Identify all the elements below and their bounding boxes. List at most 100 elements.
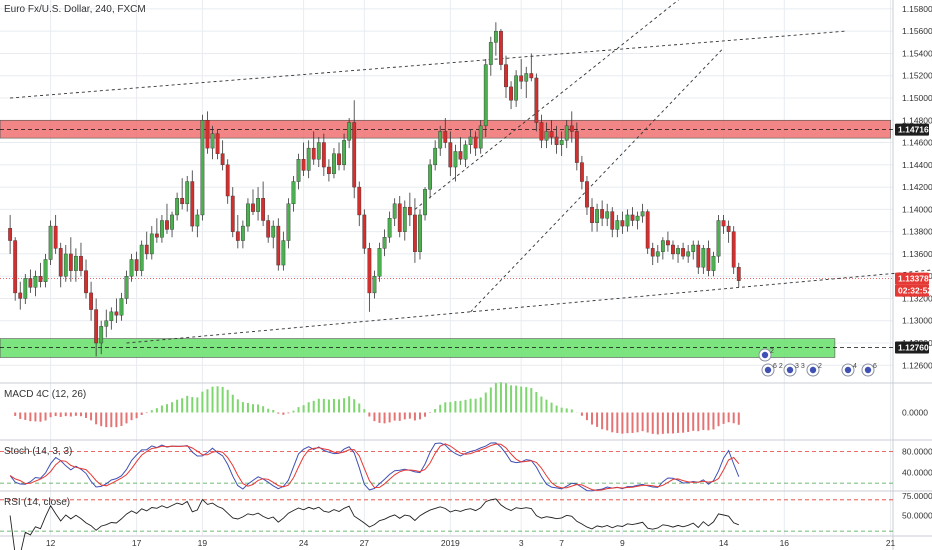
candle-body [316, 142, 321, 160]
candle-body [84, 270, 88, 294]
event-badge-count: 4 [853, 363, 857, 370]
candle-body [301, 159, 306, 171]
candle-body [716, 220, 721, 257]
price-tick-label: 1.14800 [902, 115, 932, 125]
candle-body [650, 248, 655, 257]
candle-body [362, 214, 367, 249]
candle-body [413, 214, 417, 252]
candle-body [524, 73, 529, 82]
candle-body [463, 144, 468, 160]
candle-body [711, 255, 716, 271]
candle-body [701, 248, 706, 268]
candle-body [387, 218, 392, 238]
candle-body [671, 244, 675, 255]
candle-body [483, 64, 488, 127]
candle-body [407, 206, 412, 216]
rsi-tick-label: 50.0000 [902, 510, 932, 520]
resistance-price-label: 1.14716 [898, 125, 929, 135]
time-tick-label: 2019 [441, 538, 460, 548]
candle-body [261, 198, 266, 221]
macd-pane-title: MACD 4C (12, 26) [4, 389, 87, 400]
candle-body [94, 309, 99, 344]
price-tick-label: 1.15200 [902, 71, 932, 81]
candle-body [170, 214, 174, 230]
candle-body [48, 225, 53, 260]
candle-body [109, 311, 114, 321]
macd-histogram [14, 382, 740, 435]
candle-body [240, 225, 245, 241]
candle-body [33, 275, 38, 288]
candle-body [296, 159, 301, 182]
support-price-label: 1.12760 [898, 342, 929, 352]
candle-body [721, 220, 726, 227]
candle-body [195, 214, 200, 227]
candle-body [104, 320, 109, 327]
candle-body [574, 131, 579, 163]
candle-body [38, 275, 43, 282]
candle-body [124, 275, 129, 299]
candle-body [539, 122, 544, 141]
time-tick-label: 17 [132, 538, 142, 548]
candle-body [327, 166, 331, 174]
price-tick-label: 1.15800 [902, 4, 932, 14]
candle-body [534, 77, 539, 123]
candle-body [478, 125, 483, 149]
time-tick-label: 3 [519, 538, 524, 548]
candle-body [493, 30, 498, 43]
countdown-label: 02:32:52 [898, 286, 932, 296]
support-zone [0, 338, 836, 358]
candle-body [569, 125, 574, 132]
candle-body [321, 142, 326, 168]
candle-body [43, 259, 48, 282]
event-flag-dot [844, 366, 852, 374]
candle-body [519, 75, 524, 82]
channel-upper-dotted [10, 30, 846, 99]
candle-body [660, 240, 665, 252]
candle-body [306, 147, 311, 171]
candle-body [337, 153, 341, 166]
price-tick-label: 1.12600 [902, 360, 932, 370]
candle-body [225, 164, 230, 197]
candle-body [600, 209, 605, 219]
candle-body [468, 136, 473, 145]
rsi-line [9, 498, 739, 550]
candle-body [58, 248, 63, 277]
candle-body [726, 225, 731, 232]
candle-body [645, 211, 650, 249]
stoch-k-line [9, 442, 740, 492]
candle-body [488, 42, 493, 65]
candle-body [99, 326, 104, 344]
candle-body [666, 240, 670, 246]
candle-body [352, 122, 357, 188]
price-tick-label: 1.14200 [902, 182, 932, 192]
candle-body [585, 181, 589, 208]
candle-body [499, 30, 503, 65]
candle-body [549, 131, 554, 138]
rising-channel-bottom [470, 47, 724, 313]
candle-body [418, 214, 422, 252]
candle-body [68, 253, 73, 271]
candle-body [686, 251, 691, 257]
candle-body [286, 203, 291, 241]
candle-body [63, 253, 68, 277]
time-tick-label: 19 [198, 538, 208, 548]
candle-body [605, 211, 610, 219]
price-tick-label: 1.15400 [902, 48, 932, 58]
event-badge-count: 2 [818, 363, 822, 370]
support-price-label-bg [895, 341, 929, 354]
stoch-tick-label: 80.0000 [902, 447, 932, 457]
candle-body [559, 140, 564, 145]
candle-body [554, 136, 559, 145]
candle-body [8, 228, 13, 241]
current-price-label-bg [895, 272, 929, 285]
candle-body [281, 240, 286, 266]
candle-body [590, 206, 594, 223]
candle-body [544, 131, 549, 141]
candle-body [676, 248, 680, 255]
candle-body [73, 255, 78, 271]
candle-body [114, 311, 119, 316]
time-tick-label: 9 [620, 538, 625, 548]
candle-body [13, 240, 18, 294]
